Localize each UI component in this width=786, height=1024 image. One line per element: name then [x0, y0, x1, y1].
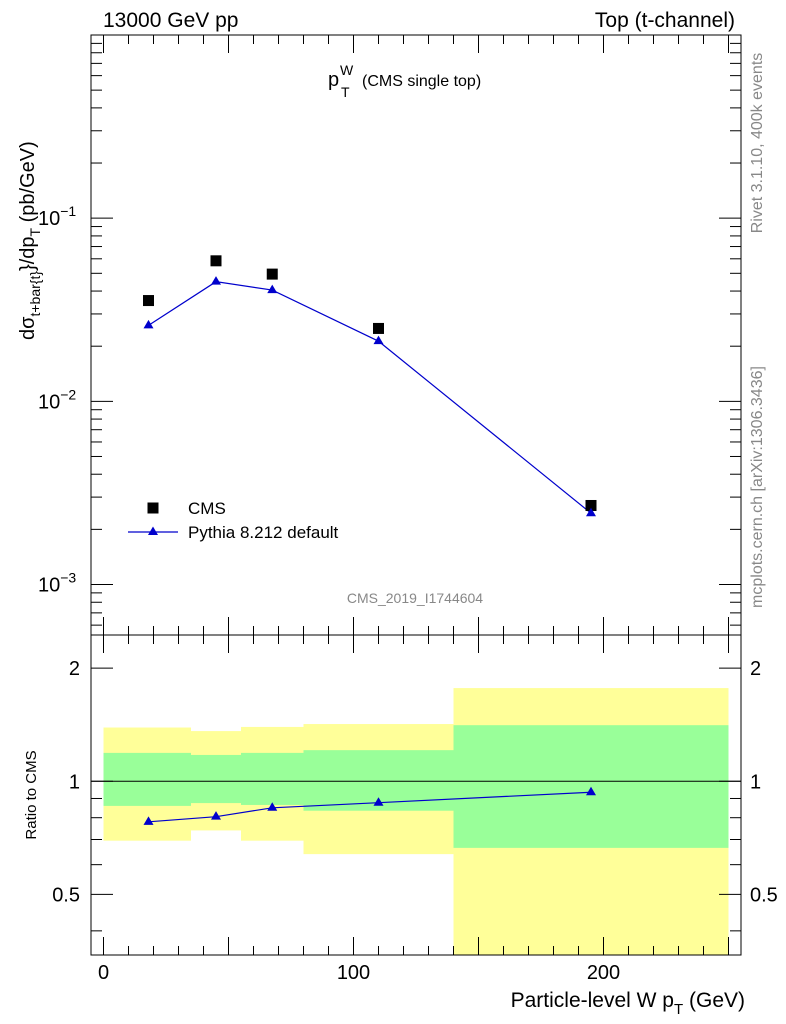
band-inner-4: [453, 725, 729, 848]
ratio-series: [143, 786, 596, 825]
xtick-label-1: 100: [337, 962, 370, 984]
ratio-ytick-label-left-1: 1: [69, 771, 80, 793]
legend: CMS Pythia 8.212 default: [128, 499, 339, 542]
band-inner-0: [103, 752, 191, 806]
main-ytick-label-1: 10−2: [38, 386, 76, 413]
legend-mc-label: Pythia 8.212 default: [188, 523, 339, 542]
cms-point-2: [266, 268, 278, 280]
ratio-mc-point-1: [211, 811, 221, 820]
mc-point-2: [267, 284, 278, 294]
plot-title-sub: T: [341, 84, 350, 100]
main-y-axis-label: dσt+bar{t}}/dpT (pb/GeV): [17, 141, 43, 340]
ratio-y-axis-label: Ratio to CMS: [23, 750, 40, 839]
xtick-label-2: 200: [587, 962, 620, 984]
ratio-uncertainty-bands: [103, 688, 729, 955]
axis-ticks: [91, 34, 741, 955]
mc-point-3: [373, 335, 384, 345]
main-ytick-label-0: 10−1: [38, 203, 76, 230]
ratio-plot-frame: [90, 634, 742, 956]
axis-tick-labels: 10−1 10−2 10−3 2 2 1 1 0.5 0.5 0 100 200: [38, 203, 778, 984]
mc-point-0: [143, 319, 154, 329]
band-inner-2: [241, 752, 304, 805]
mcplots-label: mcplots.cern.ch [arXiv:1306.3436]: [749, 366, 766, 608]
cms-point-0: [143, 295, 154, 307]
ratio-ytick-label-right-0: 2: [750, 658, 761, 680]
ratio-mc-point-0: [143, 816, 154, 825]
header-right: Top (t-channel): [595, 9, 735, 32]
main-series: [143, 255, 597, 517]
xtick-label-0: 0: [98, 962, 109, 984]
legend-cms-marker: [147, 502, 159, 514]
analysis-watermark: CMS_2019_I1744604: [347, 590, 483, 606]
band-inner-1: [191, 754, 241, 804]
plot-title-main: p: [328, 69, 339, 91]
main-ytick-label-2: 10−3: [38, 569, 76, 596]
cms-point-4: [585, 499, 597, 511]
x-axis-label: Particle-level W pT (GeV): [511, 989, 745, 1018]
mc-point-1: [211, 276, 221, 285]
mc-point-4: [586, 507, 596, 517]
ratio-ytick-label-left-0: 2: [69, 658, 80, 680]
rivet-label: Rivet 3.1.10, 400k events: [749, 53, 766, 234]
main-plot-frame: [90, 34, 742, 636]
ratio-mc-point-2: [267, 802, 278, 811]
mc-line: [148, 281, 592, 514]
cms-point-1: [210, 255, 222, 267]
legend-cms-label: CMS: [188, 499, 226, 518]
ratio-ytick-label-right-1: 1: [750, 771, 761, 793]
ratio-mc-point-3: [373, 797, 384, 806]
legend-mc-marker: [148, 526, 158, 535]
ratio-ytick-label-right-2: 0.5: [750, 884, 778, 906]
cms-point-3: [373, 322, 384, 334]
header-left: 13000 GeV pp: [103, 9, 238, 32]
plot-title: p W T (CMS single top): [328, 62, 481, 100]
ratio-mc-point-4: [586, 786, 596, 796]
plot-title-sup: W: [340, 62, 354, 78]
ratio-ytick-label-left-2: 0.5: [52, 884, 80, 906]
plot-title-detail: (CMS single top): [362, 73, 481, 90]
